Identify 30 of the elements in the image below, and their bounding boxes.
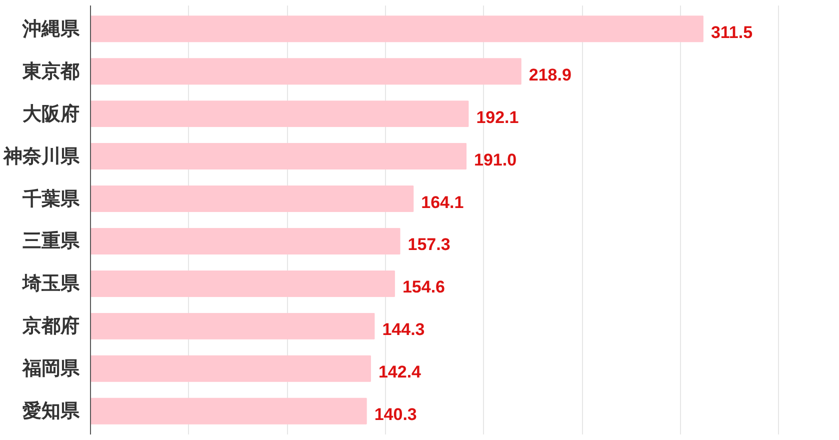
y-tick-label: 沖縄県 xyxy=(22,18,80,40)
y-tick-label: 京都府 xyxy=(22,315,80,338)
bar xyxy=(90,270,395,297)
y-tick-label: 千葉県 xyxy=(22,188,80,210)
y-tick-label: 福岡県 xyxy=(22,358,80,380)
bar xyxy=(90,100,469,128)
data-label: 164.1 xyxy=(421,192,464,212)
data-label: 142.4 xyxy=(378,362,422,382)
bar xyxy=(90,143,467,170)
y-tick-label: 大阪府 xyxy=(22,102,80,125)
data-label: 218.9 xyxy=(528,65,572,84)
bar xyxy=(90,228,400,254)
y-tick-label: 神奈川県 xyxy=(2,145,80,168)
y-tick-label: 三重県 xyxy=(22,230,80,252)
data-label: 154.6 xyxy=(402,278,446,297)
bar xyxy=(90,398,367,424)
data-label: 144.3 xyxy=(382,320,425,340)
data-label: 140.3 xyxy=(374,405,417,424)
y-tick-label: 愛知県 xyxy=(22,400,80,422)
data-label: 192.1 xyxy=(476,108,519,127)
bar xyxy=(90,186,414,212)
bar xyxy=(90,58,522,85)
y-tick-label: 埼玉県 xyxy=(22,272,80,295)
y-tick-label: 東京都 xyxy=(22,60,80,82)
data-label: 191.0 xyxy=(474,150,517,170)
bar xyxy=(90,312,375,340)
data-label: 157.3 xyxy=(408,235,450,254)
data-label: 311.5 xyxy=(710,22,753,42)
bar xyxy=(90,16,704,42)
bar xyxy=(90,355,371,382)
